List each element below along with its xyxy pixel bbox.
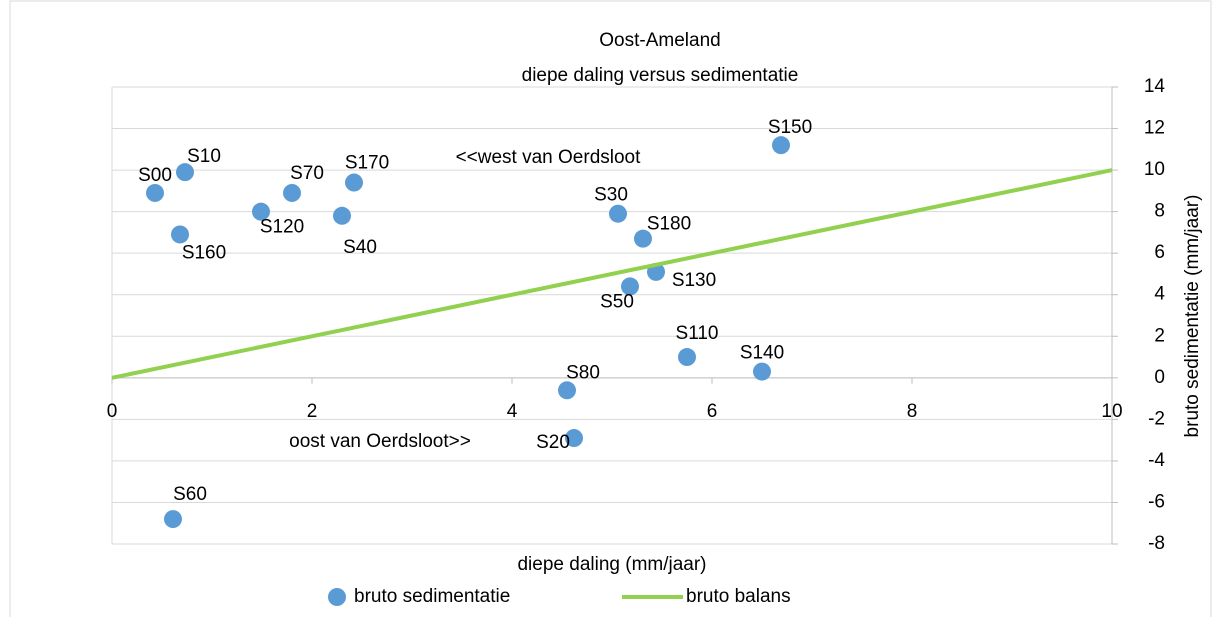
point-label: S70: [290, 163, 324, 184]
point-label: S120: [260, 217, 304, 238]
y-tick-label: 12: [1144, 118, 1165, 139]
legend-marker: [328, 588, 346, 606]
x-tick-label: 6: [707, 401, 718, 422]
y-tick-label: 4: [1154, 284, 1165, 305]
y-tick-label: -2: [1148, 408, 1165, 429]
scatter-point: [565, 429, 583, 448]
scatter-point: [621, 277, 639, 296]
scatter-point: [171, 225, 189, 244]
scatter-point: [176, 163, 194, 182]
scatter-point: [772, 136, 790, 155]
x-tick-label: 4: [507, 401, 518, 422]
scatter-point: [252, 202, 270, 221]
y-tick-label: -6: [1148, 491, 1165, 512]
scatter-point: [283, 183, 301, 202]
y-axis-title: bruto sedimentatie (mm/jaar): [1182, 195, 1203, 438]
point-label: S130: [672, 270, 716, 291]
y-tick-label: -4: [1148, 450, 1165, 471]
line-series: [111, 168, 1113, 380]
chart-subtitle: diepe daling versus sedimentatie: [522, 65, 799, 86]
point-label: S80: [566, 362, 600, 383]
scatter-point: [678, 348, 696, 367]
point-label: S50: [600, 291, 634, 312]
legend-label: bruto balans: [686, 586, 791, 607]
point-label: S150: [768, 117, 812, 138]
x-tick-label: 2: [307, 401, 318, 422]
point-label: S140: [740, 343, 784, 364]
point-label: S30: [594, 185, 628, 206]
legend-label: bruto sedimentatie: [354, 586, 510, 607]
annotation: oost van Oerdsloot>>: [289, 431, 471, 452]
scatter-point: [345, 173, 363, 192]
scatter-point: [558, 381, 576, 400]
y-tick-label: 10: [1144, 159, 1165, 180]
y-tick-label: 8: [1154, 201, 1165, 222]
y-tick-label: 14: [1144, 76, 1166, 97]
point-label: S180: [647, 214, 691, 235]
y-tick-label: 0: [1154, 367, 1165, 388]
scatter-point: [609, 204, 627, 223]
point-label: S60: [173, 484, 207, 505]
x-tick-label: 8: [907, 401, 918, 422]
x-tick-label: 0: [107, 401, 118, 422]
scatter-point: [333, 206, 351, 225]
point-label: S160: [182, 243, 226, 264]
y-tick-label: -8: [1148, 533, 1165, 554]
point-label: S110: [676, 323, 719, 344]
scatter-point: [146, 183, 164, 202]
x-tick-label: 10: [1101, 401, 1122, 422]
point-label: S170: [345, 153, 389, 174]
y-tick-label: 6: [1154, 242, 1165, 263]
scatter-point: [753, 362, 771, 381]
x-axis-title: diepe daling (mm/jaar): [517, 554, 706, 575]
scatter-point: [164, 510, 182, 529]
annotation: <<west van Oerdsloot: [456, 147, 642, 168]
chart-frame: [9, 0, 1212, 622]
point-label: S10: [187, 146, 221, 167]
point-label: S00: [138, 165, 172, 186]
point-label: S20: [536, 432, 570, 453]
chart-title: Oost-Ameland: [599, 30, 720, 51]
y-tick-label: 2: [1154, 325, 1165, 346]
point-label: S40: [343, 237, 377, 258]
scatter-point: [634, 229, 652, 248]
